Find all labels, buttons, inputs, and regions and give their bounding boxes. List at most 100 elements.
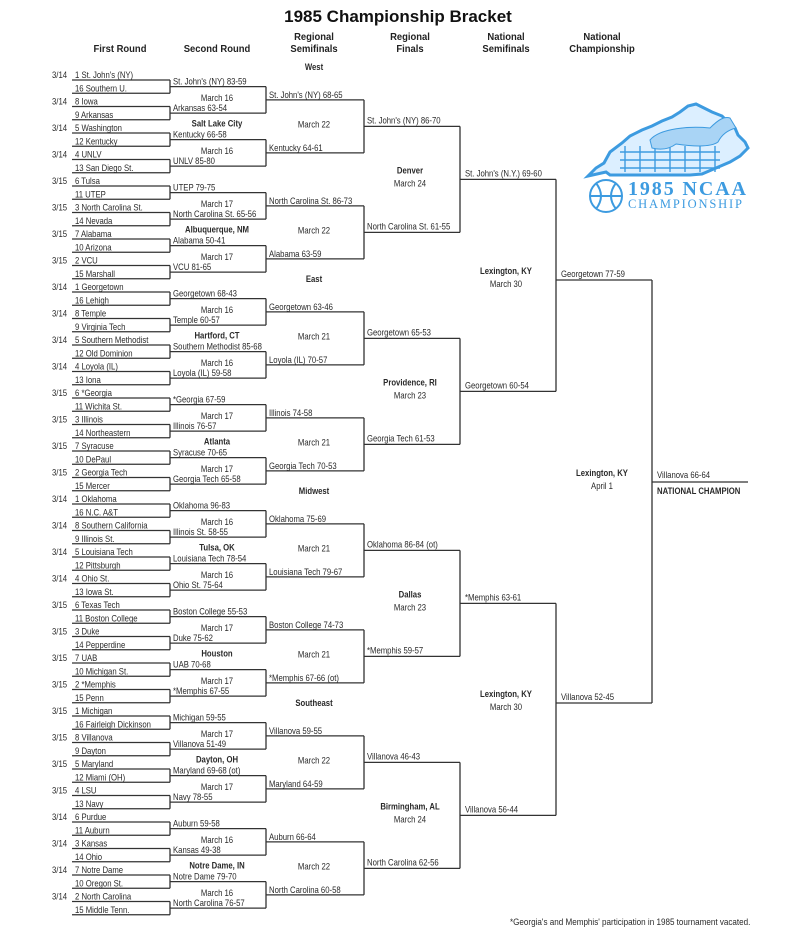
second-round-site: Atlanta (204, 436, 230, 447)
round-header: Championship (569, 44, 634, 56)
regional-final-result: Villanova 46-43 (367, 751, 420, 762)
regional-final-date: March 23 (394, 602, 427, 613)
regional-final-site: Birmingham, AL (380, 801, 439, 812)
round-header: Semifinals (290, 44, 338, 56)
page-title: 1985 Championship Bracket (284, 7, 512, 26)
team-entry: 8 Iowa (75, 96, 98, 107)
region-name: Southeast (295, 697, 333, 708)
round-headers: First Round Second RoundRegionalSemifinal… (94, 32, 635, 56)
game-date: 3/15 (52, 255, 67, 266)
team-entry: 9 Illinois St. (75, 533, 114, 544)
regional-semifinal-date: March 21 (298, 649, 331, 660)
championship-finalist: Georgetown 77-59 (561, 268, 625, 279)
regional-semifinal-result: Louisiana Tech 79-67 (269, 566, 343, 577)
team-entry: 14 Pepperdine (75, 639, 126, 650)
team-entry: 10 Oregon St. (75, 878, 123, 889)
team-entry: 16 Fairleigh Dickinson (75, 719, 151, 730)
team-entry: 15 Marshall (75, 268, 115, 279)
second-round-date: March 17 (201, 675, 234, 686)
team-entry: 2 VCU (75, 255, 98, 266)
national-champion-result: Villanova 66-64 (657, 469, 710, 480)
team-entry: 9 Dayton (75, 745, 106, 756)
team-entry: 3 Kansas (75, 838, 107, 849)
game-date: 3/14 (52, 281, 67, 292)
round-header: Regional (390, 32, 430, 44)
round-header: Regional (294, 32, 334, 44)
team-entry: 4 Loyola (IL) (75, 361, 118, 372)
game-date: 3/15 (52, 387, 67, 398)
team-entry: 12 Kentucky (75, 136, 118, 147)
round-header: National (583, 32, 620, 44)
championship-finalist: Villanova 52-45 (561, 691, 614, 702)
round-header: Second Round (184, 44, 251, 56)
second-round-result: UNLV 85-80 (173, 156, 215, 167)
game-date: 3/14 (52, 811, 67, 822)
second-round-result: Kentucky 66-58 (173, 129, 227, 140)
second-round-result: VCU 81-65 (173, 262, 212, 273)
team-entry: 10 Michigan St. (75, 666, 128, 677)
team-entry: 1 Georgetown (75, 281, 124, 292)
regional-final-result: North Carolina 62-56 (367, 857, 439, 868)
team-entry: 2 *Memphis (75, 679, 116, 690)
team-entry: 13 San Diego St. (75, 162, 133, 173)
national-semifinal-site: Lexington, KY (480, 265, 532, 276)
game-date: 3/15 (52, 705, 67, 716)
second-round-site: Hartford, CT (194, 330, 240, 341)
game-date: 3/15 (52, 228, 67, 239)
team-entry: 6 Tulsa (75, 175, 100, 186)
team-entry: 15 Middle Tenn. (75, 904, 129, 915)
second-round-date: March 17 (201, 622, 234, 633)
second-round-result: Boston College 55-53 (173, 606, 248, 617)
team-entry: 12 Miami (OH) (75, 772, 125, 783)
round-header: National (487, 32, 524, 44)
game-date: 3/14 (52, 546, 67, 557)
regional-semifinal-date: March 21 (298, 437, 331, 448)
game-date: 3/15 (52, 414, 67, 425)
second-round-date: March 17 (201, 251, 234, 262)
regional-final-result: Oklahoma 86-84 (ot) (367, 539, 438, 550)
game-date: 3/14 (52, 122, 67, 133)
regional-final-result: North Carolina St. 61-55 (367, 221, 451, 232)
second-round-date: March 16 (201, 304, 234, 315)
regional-semifinal-result: St. John's (NY) 68-65 (269, 89, 343, 100)
team-entry: 3 North Carolina St. (75, 202, 143, 213)
regional-final-result: Georgetown 65-53 (367, 327, 431, 338)
game-date: 3/15 (52, 679, 67, 690)
team-entry: 11 Boston College (75, 613, 138, 624)
regional-semifinal-result: Auburn 66-64 (269, 831, 316, 842)
team-entry: 8 Villanova (75, 732, 113, 743)
team-entry: 5 Louisiana Tech (75, 546, 133, 557)
second-round-result: Alabama 50-41 (173, 235, 226, 246)
team-entry: 2 North Carolina (75, 891, 132, 902)
national-champion-label: NATIONAL CHAMPION (657, 485, 740, 496)
second-round-result: Georgetown 68-43 (173, 288, 237, 299)
second-round-result: Ohio St. 75-64 (173, 580, 223, 591)
regional-final-date: March 24 (394, 814, 427, 825)
game-date: 3/15 (52, 175, 67, 186)
team-entry: 6 Purdue (75, 811, 107, 822)
team-entry: 4 LSU (75, 785, 96, 796)
team-entry: 12 Pittsburgh (75, 560, 121, 571)
second-round-date: March 17 (201, 410, 234, 421)
national-semifinal-result: *Memphis 63-61 (465, 592, 522, 603)
regional-semifinal-date: March 21 (298, 543, 331, 554)
second-round-date: March 16 (201, 92, 234, 103)
game-date: 3/15 (52, 758, 67, 769)
game-date: 3/14 (52, 334, 67, 345)
second-round-result: North Carolina 76-57 (173, 898, 245, 909)
regional-semifinal-result: Maryland 64-59 (269, 778, 323, 789)
second-round-result: Southern Methodist 85-68 (173, 341, 262, 352)
bracket-lines (72, 79, 748, 916)
second-round-result: Louisiana Tech 78-54 (173, 553, 247, 564)
team-entry: 13 Iona (75, 374, 101, 385)
team-entry: 16 N.C. A&T (75, 507, 118, 518)
team-entry: 10 Arizona (75, 242, 112, 253)
round-header: Finals (396, 44, 424, 56)
regional-semifinal-date: March 22 (298, 119, 331, 130)
team-entry: 15 Penn (75, 692, 104, 703)
regional-semifinal-result: North Carolina St. 86-73 (269, 195, 353, 206)
regional-final-date: March 24 (394, 178, 427, 189)
game-date: 3/14 (52, 838, 67, 849)
regional-final-site: Denver (397, 165, 424, 176)
